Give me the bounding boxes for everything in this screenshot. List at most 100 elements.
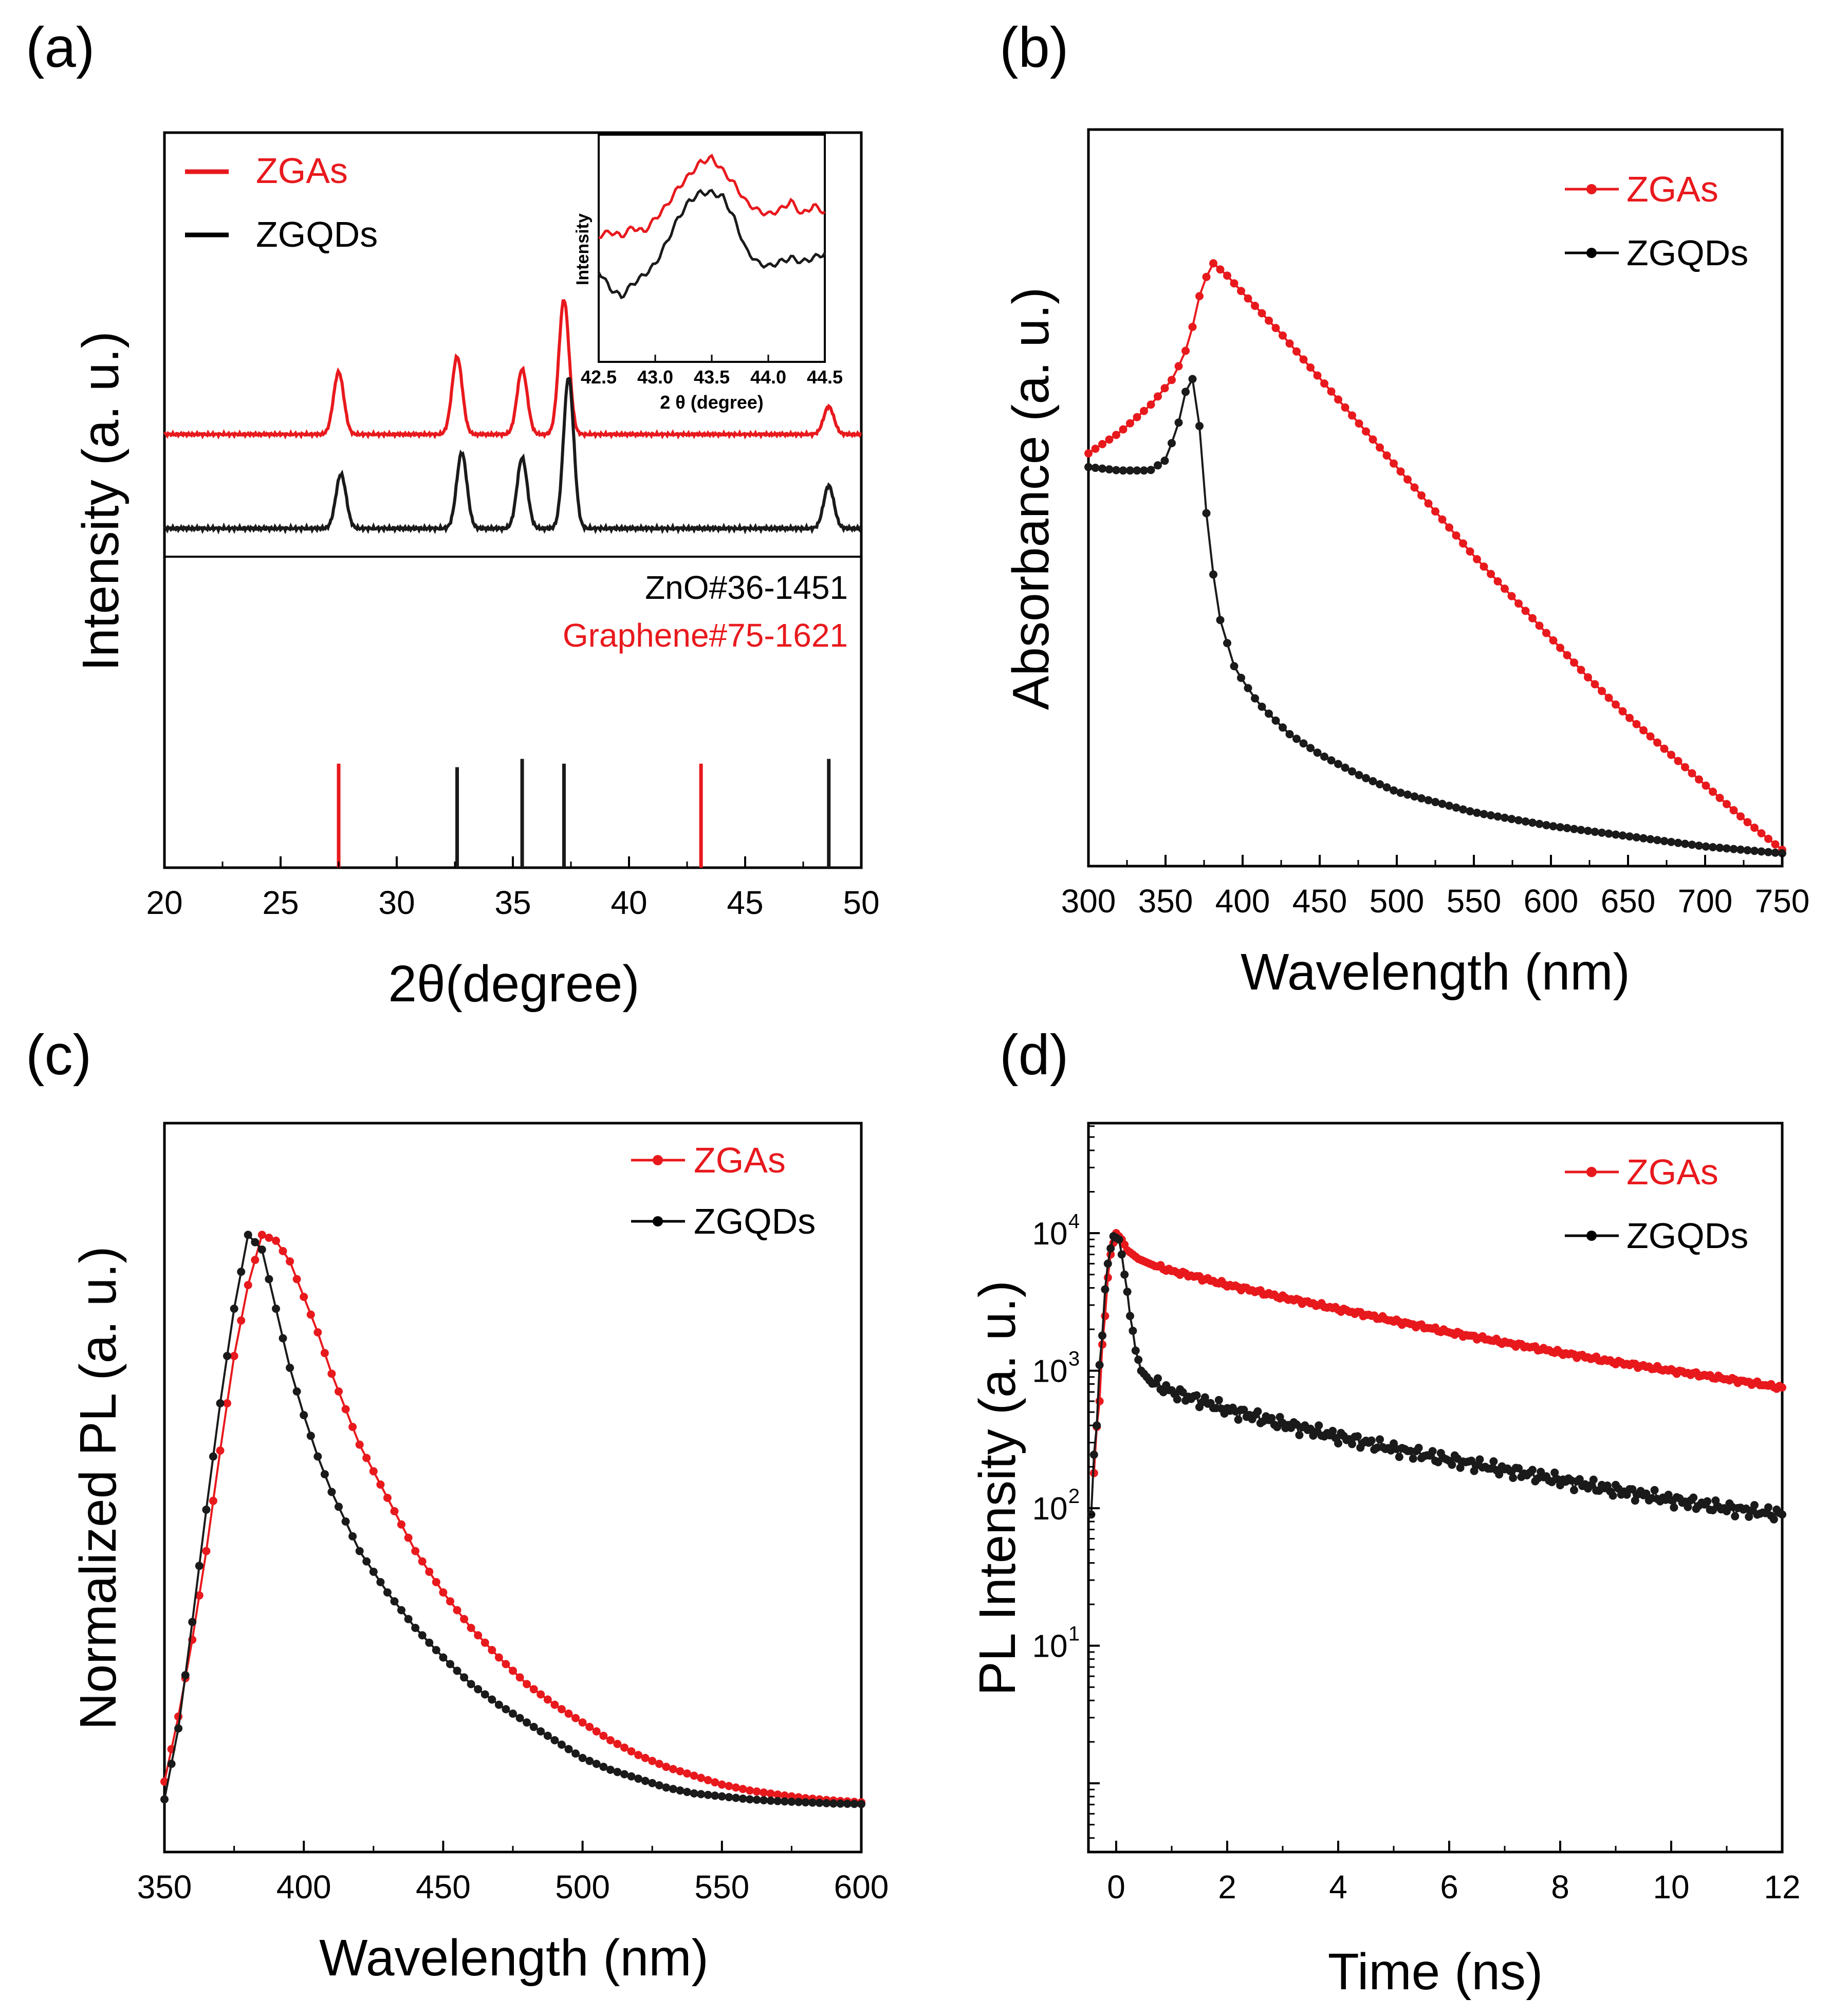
data-point-zgas [523, 1680, 531, 1689]
decay-point-zgqds [1575, 1475, 1584, 1483]
decay-point-zgqds [1089, 1451, 1098, 1459]
data-point-zgas [341, 1405, 350, 1414]
data-point-zgqds [1341, 763, 1350, 772]
legend-zgas-marker [1586, 1167, 1597, 1177]
data-point-zgas [397, 1520, 405, 1529]
data-point-zgqds [669, 1785, 677, 1793]
data-point-zgqds [174, 1724, 183, 1733]
data-point-zgqds [167, 1760, 176, 1768]
data-point-zgqds [1618, 831, 1627, 840]
data-point-zgas [306, 1310, 315, 1319]
data-point-zgqds [1292, 735, 1301, 743]
data-point-zgqds [1709, 843, 1717, 852]
data-point-zgas [697, 1773, 706, 1782]
data-point-zgqds [1091, 464, 1100, 472]
data-point-zgqds [1237, 673, 1245, 682]
data-point-zgas [362, 1454, 371, 1462]
decay-point-zgqds [1117, 1250, 1126, 1259]
data-point-zgqds [1667, 838, 1675, 846]
data-point-zgas [780, 1791, 789, 1800]
data-point-zgas [1431, 507, 1439, 516]
data-point-zgqds [1362, 774, 1370, 782]
inset-x-axis-title: 2 θ (degree) [660, 392, 764, 413]
data-point-zgqds [327, 1488, 336, 1496]
panel-a-x-axis: 20 25 30 35 40 45 50 [146, 856, 880, 921]
data-point-zgas [1209, 259, 1217, 268]
data-point-zgas [1535, 621, 1544, 630]
data-point-zgas [634, 1751, 643, 1760]
data-point-zgqds [1174, 418, 1183, 427]
data-point-zgqds [188, 1618, 197, 1626]
data-point-zgas [1133, 413, 1141, 421]
data-point-zgas [1507, 592, 1516, 600]
data-point-zgqds [738, 1794, 747, 1803]
data-point-zgqds [1771, 848, 1780, 857]
data-point-zgqds [585, 1756, 594, 1765]
panel-a-xrd: (a) 20 25 30 35 40 45 50 ZGAs ZGQDs ZnO#36-145… [26, 16, 880, 1013]
data-point-zgqds [780, 1797, 789, 1806]
x-tick-label: 450 [1292, 883, 1347, 920]
data-point-zgqds [1521, 817, 1530, 826]
data-point-zgqds [1473, 809, 1481, 817]
data-point-zgqds [1112, 466, 1120, 474]
panel-b-legend: ZGAs ZGQDs [1565, 169, 1748, 273]
data-point-zgqds [390, 1597, 399, 1606]
data-point-zgas [1105, 435, 1114, 444]
data-point-zgqds [251, 1238, 260, 1247]
y-tick-label-exponent: 4 [1068, 1210, 1080, 1233]
data-point-zgqds [1271, 716, 1280, 725]
decay-point-zgqds [1376, 1435, 1384, 1444]
data-point-zgqds [509, 1709, 517, 1718]
data-point-zgqds [369, 1567, 378, 1576]
data-point-zgas [571, 1714, 580, 1722]
data-point-zgas [613, 1739, 622, 1748]
inset-x-tick-label: 42.5 [581, 366, 617, 388]
legend-zgas-label: ZGAs [1626, 1152, 1718, 1192]
data-point-zgas [348, 1423, 357, 1431]
data-point-zgas [669, 1765, 677, 1773]
data-point-zgas [592, 1727, 601, 1736]
data-point-zgas [704, 1776, 712, 1785]
data-point-zgas [1473, 555, 1481, 563]
data-point-zgas [1723, 800, 1731, 809]
data-point-zgas [1091, 445, 1100, 453]
x-tick-label: 750 [1755, 883, 1810, 920]
data-point-zgqds [1493, 812, 1502, 821]
panel-d-series [1087, 1229, 1786, 1524]
decay-point-zgqds [1489, 1457, 1498, 1465]
data-point-zgqds [1598, 829, 1606, 837]
data-point-zgqds [237, 1268, 246, 1276]
data-point-zgqds [300, 1411, 308, 1419]
data-point-zgqds [195, 1562, 204, 1570]
decay-point-zgqds [1467, 1456, 1476, 1465]
data-point-zgas [1251, 302, 1259, 310]
data-point-zgqds [1160, 456, 1169, 465]
data-point-zgas [1667, 750, 1675, 759]
data-point-zgqds [1612, 830, 1620, 839]
data-point-zgqds [160, 1795, 169, 1804]
panel-c-label: (c) [26, 1023, 91, 1087]
data-point-zgas [599, 1731, 608, 1740]
y-tick-label-base: 10 [1032, 1354, 1068, 1389]
data-point-zgas [1348, 411, 1356, 420]
x-tick-label: 400 [1215, 883, 1270, 920]
data-point-zgqds [341, 1517, 350, 1526]
data-point-zgqds [1688, 840, 1696, 849]
decay-point-zgqds [1103, 1259, 1112, 1268]
data-point-zgas [1604, 693, 1613, 702]
data-point-zgas [641, 1754, 650, 1762]
data-point-zgas [1410, 483, 1419, 492]
data-point-zgas [564, 1709, 573, 1718]
data-point-zgqds [313, 1452, 322, 1461]
decay-point-zgqds [1240, 1405, 1248, 1414]
data-point-zgqds [1646, 835, 1655, 844]
data-point-zgas [244, 1281, 252, 1289]
data-point-zgas [474, 1631, 483, 1640]
data-point-zgqds [460, 1673, 469, 1682]
data-point-zgqds [1723, 844, 1731, 853]
data-point-zgas [773, 1790, 782, 1799]
decay-point-zgqds [1428, 1447, 1437, 1456]
data-point-zgas [662, 1763, 671, 1771]
decay-point-zgqds [1528, 1465, 1537, 1474]
data-point-zgas [369, 1467, 378, 1476]
